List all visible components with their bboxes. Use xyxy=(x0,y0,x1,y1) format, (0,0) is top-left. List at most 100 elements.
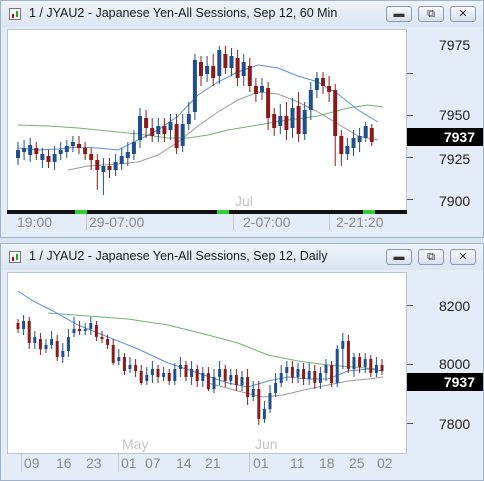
y-axis-label: 8200 xyxy=(439,298,471,314)
candle xyxy=(22,148,27,152)
y-tick xyxy=(407,157,413,158)
candle xyxy=(313,371,317,383)
candle xyxy=(52,154,57,162)
candle xyxy=(229,56,234,68)
chart-window-daily[interactable]: 1 / JYAU2 - Japanese Yen-All Sessions, S… xyxy=(0,243,484,481)
candle xyxy=(339,136,344,154)
candle xyxy=(363,126,368,138)
candle xyxy=(150,369,154,375)
candle xyxy=(285,367,289,373)
candle xyxy=(199,62,203,76)
candle xyxy=(100,337,104,339)
x-axis-label: 18 xyxy=(319,455,335,471)
candle xyxy=(167,373,171,381)
y-tick xyxy=(407,423,413,424)
close-button[interactable]: ✕ xyxy=(450,6,476,22)
candle xyxy=(345,146,350,154)
candle xyxy=(138,116,142,140)
candle xyxy=(284,116,289,130)
x-axis-label: 23 xyxy=(86,455,102,471)
candle xyxy=(131,142,136,154)
x-axis-label: 19:00 xyxy=(17,214,53,230)
candle xyxy=(223,369,227,381)
candle xyxy=(374,365,378,373)
x-axis-label: 2-21:20 xyxy=(336,214,384,230)
close-button[interactable]: ✕ xyxy=(450,249,476,265)
candle xyxy=(122,357,126,371)
y-axis-label: 8000 xyxy=(439,356,471,372)
x-separator xyxy=(86,214,87,230)
candle xyxy=(77,144,81,148)
moving-average-fast xyxy=(17,290,384,388)
candle xyxy=(341,341,345,349)
price-chart xyxy=(16,290,384,425)
candle xyxy=(247,66,252,86)
minimize-icon: ▬ xyxy=(393,8,405,20)
chart-window-icon xyxy=(9,8,21,20)
x-axis-label: 2-07:00 xyxy=(243,214,291,230)
y-tick xyxy=(407,364,413,365)
candle xyxy=(302,110,307,134)
price-plot[interactable] xyxy=(7,29,407,211)
candle xyxy=(211,66,216,78)
y-axis-label: 7800 xyxy=(439,416,471,432)
candlesticks xyxy=(16,46,374,195)
x-axis-label: 29-07:00 xyxy=(89,214,145,230)
candle xyxy=(61,351,65,357)
x-axis-label: 09 xyxy=(24,455,40,471)
restore-icon: ⧉ xyxy=(427,8,435,20)
candle xyxy=(234,375,238,385)
candle xyxy=(134,365,138,371)
candle xyxy=(229,375,233,381)
candle xyxy=(168,122,173,130)
candle xyxy=(201,373,205,381)
candle xyxy=(302,369,306,379)
candle xyxy=(266,88,271,118)
candle xyxy=(16,150,20,158)
candle xyxy=(70,142,75,146)
title-bar[interactable]: 1 / JYAU2 - Japanese Yen-All Sessions, S… xyxy=(1,244,483,270)
candle xyxy=(125,152,130,158)
window-title: 1 / JYAU2 - Japanese Yen-All Sessions, S… xyxy=(29,249,328,263)
candle xyxy=(180,124,185,146)
candle xyxy=(369,128,374,142)
moving-average-slow xyxy=(207,376,384,398)
candle xyxy=(363,359,367,367)
candle xyxy=(111,345,115,363)
candle xyxy=(162,126,167,134)
candle xyxy=(190,369,194,377)
candle xyxy=(195,369,199,381)
moving-average-fast xyxy=(17,64,379,151)
candle xyxy=(308,90,313,110)
candle xyxy=(290,108,295,128)
candle xyxy=(358,357,362,367)
candle xyxy=(72,329,76,333)
x-axis-label: 01 xyxy=(253,455,269,471)
candle xyxy=(34,148,39,154)
price-plot[interactable] xyxy=(7,272,407,454)
candle xyxy=(83,329,87,331)
candle xyxy=(173,369,177,381)
minimize-button[interactable]: ▬ xyxy=(386,249,412,265)
candle xyxy=(64,146,69,152)
candle xyxy=(22,321,26,329)
candle xyxy=(380,365,384,371)
candle xyxy=(296,106,301,134)
candle xyxy=(205,66,210,74)
restore-button[interactable]: ⧉ xyxy=(418,6,444,22)
close-icon: ✕ xyxy=(458,8,468,20)
last-price-box: 7937 xyxy=(407,373,483,391)
candle xyxy=(128,365,132,369)
candle xyxy=(192,60,197,112)
x-axis-label: 16 xyxy=(56,455,72,471)
minimize-button[interactable]: ▬ xyxy=(386,6,412,22)
month-label: May xyxy=(122,436,149,452)
candle xyxy=(46,156,51,162)
y-axis-label: 7925 xyxy=(439,151,471,167)
candle xyxy=(314,78,319,90)
chart-window-60min[interactable]: 1 / JYAU2 - Japanese Yen-All Sessions, S… xyxy=(0,0,484,238)
title-bar[interactable]: 1 / JYAU2 - Japanese Yen-All Sessions, S… xyxy=(1,1,483,27)
candle xyxy=(262,409,266,419)
restore-button[interactable]: ⧉ xyxy=(418,249,444,265)
candle xyxy=(117,357,121,361)
